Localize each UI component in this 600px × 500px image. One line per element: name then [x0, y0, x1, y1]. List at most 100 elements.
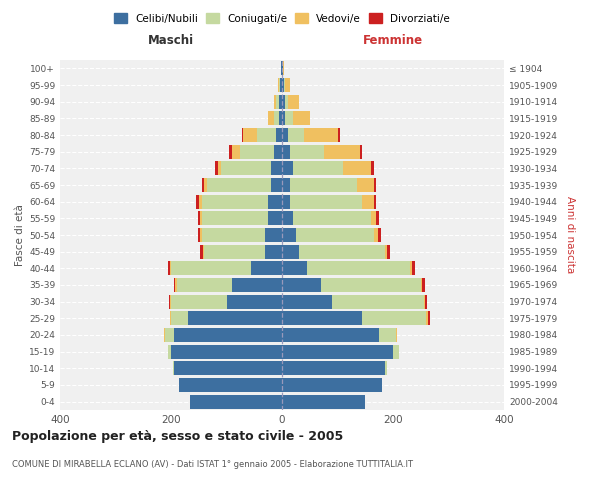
- Bar: [170, 261, 171, 276]
- Bar: [268, 194, 282, 209]
- Bar: [197, 211, 200, 226]
- Bar: [188, 311, 282, 326]
- Bar: [204, 244, 265, 259]
- Bar: [202, 228, 265, 242]
- Bar: [174, 361, 282, 376]
- Bar: [242, 128, 243, 142]
- Bar: [268, 211, 282, 226]
- Bar: [215, 162, 218, 175]
- Bar: [337, 128, 340, 142]
- Bar: [168, 344, 171, 359]
- Bar: [282, 394, 365, 409]
- Bar: [278, 78, 280, 92]
- Bar: [287, 128, 304, 142]
- Bar: [410, 261, 412, 276]
- Bar: [174, 328, 282, 342]
- Bar: [282, 62, 283, 76]
- Bar: [396, 328, 397, 342]
- Bar: [277, 94, 279, 109]
- Bar: [323, 144, 360, 159]
- Bar: [279, 112, 282, 126]
- Bar: [283, 62, 284, 76]
- Bar: [204, 178, 207, 192]
- Bar: [203, 244, 204, 259]
- Bar: [371, 211, 376, 226]
- Bar: [374, 194, 376, 209]
- Bar: [426, 311, 428, 326]
- Bar: [282, 128, 287, 142]
- Bar: [282, 294, 332, 308]
- Bar: [170, 294, 171, 308]
- Bar: [293, 162, 343, 175]
- Bar: [174, 278, 175, 292]
- Bar: [171, 261, 251, 276]
- Bar: [424, 294, 425, 308]
- Bar: [268, 112, 274, 126]
- Bar: [170, 311, 171, 326]
- Bar: [282, 344, 393, 359]
- Bar: [282, 278, 321, 292]
- Bar: [282, 211, 293, 226]
- Bar: [280, 78, 282, 92]
- Bar: [376, 211, 379, 226]
- Text: Maschi: Maschi: [148, 34, 194, 46]
- Bar: [282, 244, 299, 259]
- Bar: [296, 228, 374, 242]
- Bar: [282, 261, 307, 276]
- Bar: [290, 178, 357, 192]
- Bar: [393, 344, 398, 359]
- Legend: Celibi/Nubili, Coniugati/e, Vedovi/e, Divorziati/e: Celibi/Nubili, Coniugati/e, Vedovi/e, Di…: [111, 10, 453, 26]
- Bar: [282, 194, 290, 209]
- Bar: [227, 294, 282, 308]
- Text: Femmine: Femmine: [363, 34, 423, 46]
- Bar: [169, 294, 170, 308]
- Bar: [277, 128, 282, 142]
- Bar: [282, 178, 290, 192]
- Bar: [207, 178, 271, 192]
- Bar: [164, 328, 166, 342]
- Bar: [232, 144, 241, 159]
- Bar: [299, 244, 385, 259]
- Bar: [412, 261, 415, 276]
- Bar: [196, 194, 199, 209]
- Text: Popolazione per età, sesso e stato civile - 2005: Popolazione per età, sesso e stato civil…: [12, 430, 343, 443]
- Bar: [388, 244, 390, 259]
- Bar: [265, 244, 282, 259]
- Bar: [274, 144, 282, 159]
- Bar: [321, 278, 421, 292]
- Bar: [284, 78, 286, 92]
- Bar: [271, 178, 282, 192]
- Bar: [202, 194, 268, 209]
- Bar: [307, 261, 410, 276]
- Bar: [286, 78, 290, 92]
- Bar: [290, 194, 362, 209]
- Bar: [171, 311, 188, 326]
- Bar: [197, 228, 200, 242]
- Bar: [274, 94, 277, 109]
- Bar: [176, 278, 232, 292]
- Bar: [282, 328, 379, 342]
- Bar: [179, 378, 282, 392]
- Bar: [282, 78, 284, 92]
- Bar: [282, 162, 293, 175]
- Bar: [282, 144, 290, 159]
- Bar: [200, 244, 203, 259]
- Bar: [371, 162, 374, 175]
- Bar: [422, 278, 425, 292]
- Bar: [199, 194, 202, 209]
- Bar: [287, 94, 299, 109]
- Bar: [200, 228, 202, 242]
- Bar: [200, 211, 202, 226]
- Bar: [241, 144, 274, 159]
- Bar: [221, 162, 271, 175]
- Bar: [293, 211, 371, 226]
- Bar: [285, 112, 293, 126]
- Bar: [421, 278, 422, 292]
- Bar: [282, 94, 285, 109]
- Bar: [257, 128, 277, 142]
- Bar: [265, 228, 282, 242]
- Bar: [243, 128, 257, 142]
- Text: COMUNE DI MIRABELLA ECLANO (AV) - Dati ISTAT 1° gennaio 2005 - Elaborazione TUTT: COMUNE DI MIRABELLA ECLANO (AV) - Dati I…: [12, 460, 413, 469]
- Bar: [232, 278, 282, 292]
- Bar: [385, 361, 388, 376]
